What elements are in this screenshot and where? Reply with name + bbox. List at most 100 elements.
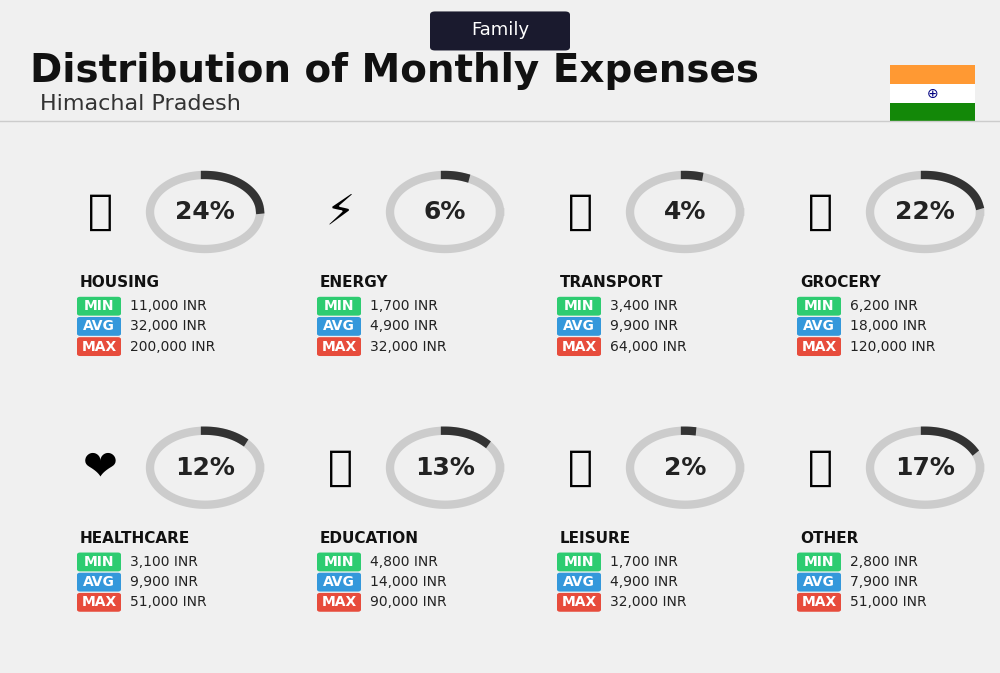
Text: 32,000 INR: 32,000 INR xyxy=(130,320,207,333)
Text: 200,000 INR: 200,000 INR xyxy=(130,340,215,353)
Text: 4%: 4% xyxy=(664,200,706,224)
Text: 🏢: 🏢 xyxy=(88,191,112,233)
Text: EDUCATION: EDUCATION xyxy=(320,531,419,546)
Text: MAX: MAX xyxy=(321,340,357,353)
Text: 4,900 INR: 4,900 INR xyxy=(610,575,678,589)
FancyBboxPatch shape xyxy=(557,593,601,612)
Text: 🎓: 🎓 xyxy=(328,447,352,489)
Text: MIN: MIN xyxy=(84,555,114,569)
Text: 2,800 INR: 2,800 INR xyxy=(850,555,918,569)
FancyBboxPatch shape xyxy=(317,573,361,592)
FancyBboxPatch shape xyxy=(797,337,841,356)
FancyBboxPatch shape xyxy=(317,593,361,612)
Text: AVG: AVG xyxy=(323,320,355,333)
FancyBboxPatch shape xyxy=(557,317,601,336)
Text: MIN: MIN xyxy=(324,299,354,313)
Text: 90,000 INR: 90,000 INR xyxy=(370,596,447,609)
Text: MAX: MAX xyxy=(561,340,597,353)
Text: GROCERY: GROCERY xyxy=(800,275,881,290)
Text: 11,000 INR: 11,000 INR xyxy=(130,299,207,313)
Text: MIN: MIN xyxy=(564,555,594,569)
Text: 6,200 INR: 6,200 INR xyxy=(850,299,918,313)
Text: MAX: MAX xyxy=(801,340,837,353)
FancyBboxPatch shape xyxy=(797,317,841,336)
Text: 120,000 INR: 120,000 INR xyxy=(850,340,935,353)
Text: AVG: AVG xyxy=(323,575,355,589)
FancyBboxPatch shape xyxy=(77,297,121,316)
Text: MAX: MAX xyxy=(81,340,117,353)
Text: 24%: 24% xyxy=(175,200,235,224)
FancyBboxPatch shape xyxy=(317,317,361,336)
Text: MAX: MAX xyxy=(561,596,597,609)
FancyBboxPatch shape xyxy=(77,573,121,592)
Text: TRANSPORT: TRANSPORT xyxy=(560,275,664,290)
FancyBboxPatch shape xyxy=(797,553,841,571)
Text: 1,700 INR: 1,700 INR xyxy=(370,299,438,313)
FancyBboxPatch shape xyxy=(797,573,841,592)
Text: 51,000 INR: 51,000 INR xyxy=(850,596,927,609)
Text: 4,900 INR: 4,900 INR xyxy=(370,320,438,333)
Text: AVG: AVG xyxy=(803,320,835,333)
Text: 7,900 INR: 7,900 INR xyxy=(850,575,918,589)
Text: MIN: MIN xyxy=(804,555,834,569)
Text: ❤️: ❤️ xyxy=(83,447,117,489)
Text: AVG: AVG xyxy=(563,320,595,333)
Text: 🚌: 🚌 xyxy=(568,191,593,233)
Text: MIN: MIN xyxy=(804,299,834,313)
Text: 32,000 INR: 32,000 INR xyxy=(370,340,446,353)
FancyBboxPatch shape xyxy=(797,593,841,612)
Text: 64,000 INR: 64,000 INR xyxy=(610,340,687,353)
FancyBboxPatch shape xyxy=(557,337,601,356)
Text: HEALTHCARE: HEALTHCARE xyxy=(80,531,190,546)
Text: 51,000 INR: 51,000 INR xyxy=(130,596,207,609)
Text: MAX: MAX xyxy=(321,596,357,609)
FancyBboxPatch shape xyxy=(557,553,601,571)
Text: 14,000 INR: 14,000 INR xyxy=(370,575,447,589)
Text: 9,900 INR: 9,900 INR xyxy=(610,320,678,333)
FancyBboxPatch shape xyxy=(557,297,601,316)
Text: LEISURE: LEISURE xyxy=(560,531,631,546)
Text: 18,000 INR: 18,000 INR xyxy=(850,320,927,333)
Text: Distribution of Monthly Expenses: Distribution of Monthly Expenses xyxy=(30,52,759,90)
Text: 3,100 INR: 3,100 INR xyxy=(130,555,198,569)
Text: MIN: MIN xyxy=(84,299,114,313)
FancyBboxPatch shape xyxy=(77,593,121,612)
Text: ⊕: ⊕ xyxy=(927,87,938,100)
FancyBboxPatch shape xyxy=(890,84,975,103)
FancyBboxPatch shape xyxy=(77,553,121,571)
Text: MIN: MIN xyxy=(564,299,594,313)
Text: 4,800 INR: 4,800 INR xyxy=(370,555,438,569)
Text: AVG: AVG xyxy=(803,575,835,589)
Text: Himachal Pradesh: Himachal Pradesh xyxy=(40,94,241,114)
FancyBboxPatch shape xyxy=(317,297,361,316)
Text: 12%: 12% xyxy=(175,456,235,480)
FancyBboxPatch shape xyxy=(77,317,121,336)
Text: 👜: 👜 xyxy=(808,447,833,489)
Text: 6%: 6% xyxy=(424,200,466,224)
FancyBboxPatch shape xyxy=(557,573,601,592)
Text: 1,700 INR: 1,700 INR xyxy=(610,555,678,569)
Text: 2%: 2% xyxy=(664,456,706,480)
Text: 🛍️: 🛍️ xyxy=(568,447,593,489)
Text: ⚡: ⚡ xyxy=(325,191,355,233)
Text: OTHER: OTHER xyxy=(800,531,858,546)
FancyBboxPatch shape xyxy=(317,553,361,571)
Text: Family: Family xyxy=(471,22,529,39)
Text: AVG: AVG xyxy=(83,320,115,333)
FancyBboxPatch shape xyxy=(77,337,121,356)
Text: 13%: 13% xyxy=(415,456,475,480)
Text: 🛒: 🛒 xyxy=(808,191,833,233)
FancyBboxPatch shape xyxy=(430,11,570,50)
Text: 9,900 INR: 9,900 INR xyxy=(130,575,198,589)
Text: HOUSING: HOUSING xyxy=(80,275,160,290)
FancyBboxPatch shape xyxy=(890,65,975,84)
Text: AVG: AVG xyxy=(83,575,115,589)
Text: MAX: MAX xyxy=(801,596,837,609)
Text: AVG: AVG xyxy=(563,575,595,589)
Text: 3,400 INR: 3,400 INR xyxy=(610,299,678,313)
Text: 32,000 INR: 32,000 INR xyxy=(610,596,687,609)
Text: MIN: MIN xyxy=(324,555,354,569)
Text: 17%: 17% xyxy=(895,456,955,480)
Text: 22%: 22% xyxy=(895,200,955,224)
FancyBboxPatch shape xyxy=(890,103,975,122)
